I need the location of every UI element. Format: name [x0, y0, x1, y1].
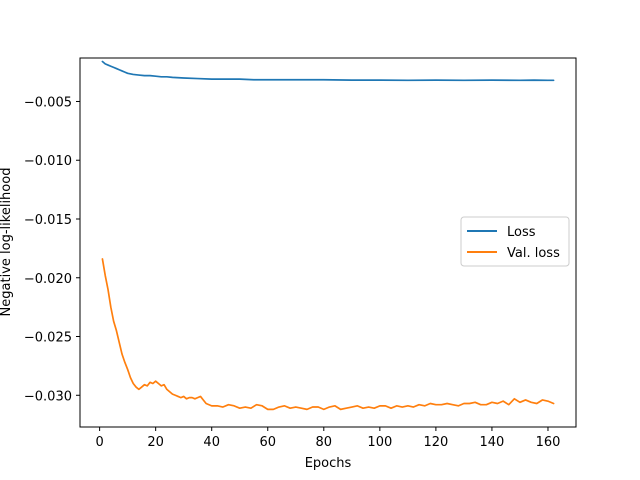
legend: Loss Val. loss: [460, 216, 570, 267]
y-tick-label: −0.030: [24, 389, 72, 404]
x-tick-label: 160: [536, 435, 561, 450]
series-line-val-loss: [101, 258, 555, 411]
x-axis: 0 20 40 60 80 100 120 140 160: [95, 427, 560, 450]
x-tick-label: 0: [95, 435, 103, 450]
x-tick-label: 100: [367, 435, 392, 450]
x-tick-label: 80: [316, 435, 333, 450]
x-axis-label: Epochs: [305, 456, 352, 471]
y-axis: −0.005 −0.010 −0.015 −0.020 −0.025 −0.030: [24, 95, 80, 404]
series-line-loss: [101, 60, 555, 82]
x-tick-label: 20: [147, 435, 164, 450]
series-layer: [101, 60, 555, 411]
x-tick-label: 40: [203, 435, 220, 450]
x-tick-label: 140: [480, 435, 505, 450]
legend-label-val-loss: Val. loss: [507, 246, 560, 261]
y-tick-label: −0.025: [24, 331, 72, 346]
y-tick-label: −0.020: [24, 272, 72, 287]
x-tick-label: 120: [423, 435, 448, 450]
x-tick-label: 60: [259, 435, 276, 450]
legend-label-loss: Loss: [507, 225, 536, 240]
y-tick-label: −0.010: [24, 154, 72, 169]
y-tick-label: −0.015: [24, 213, 72, 228]
legend-box: [460, 216, 570, 267]
y-axis-label: Negative log-likelihood: [0, 168, 14, 317]
y-tick-label: −0.005: [24, 95, 72, 110]
